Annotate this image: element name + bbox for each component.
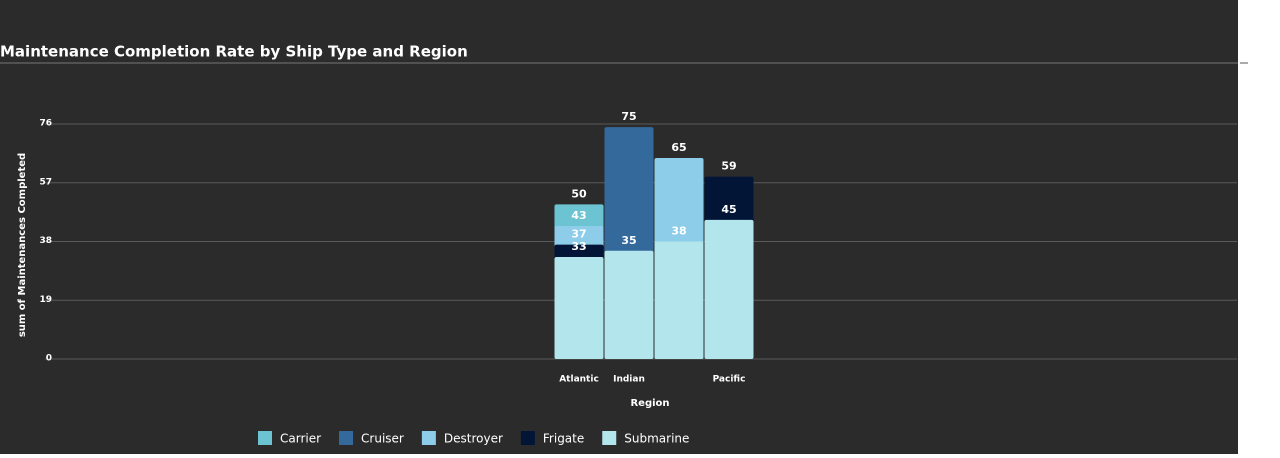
x-tick-label: Indian — [613, 375, 645, 385]
value-label: 45 — [721, 203, 736, 216]
y-tick-label: 19 — [39, 295, 52, 305]
value-label: 50 — [571, 187, 587, 200]
legend-label: Frigate — [543, 432, 584, 446]
value-label: 38 — [671, 225, 686, 238]
chart-title: Maintenance Completion Rate by Ship Type… — [0, 43, 468, 61]
x-tick-label: Pacific — [713, 375, 746, 385]
legend-label: Carrier — [280, 432, 321, 446]
legend-swatch — [421, 431, 436, 445]
legend-swatch — [602, 431, 617, 445]
legend-swatch — [339, 431, 354, 445]
y-tick-label: 38 — [39, 236, 52, 246]
legend-label: Cruiser — [361, 432, 404, 446]
legend-swatch — [258, 431, 272, 445]
y-tick-label: 76 — [39, 119, 52, 129]
y-tick-label: 57 — [39, 177, 52, 187]
value-label: 33 — [571, 240, 586, 253]
value-label: 35 — [621, 234, 636, 247]
y-axis-title: sum of Maintenances Completed — [17, 153, 28, 337]
value-label: 59 — [721, 160, 736, 173]
value-label: 65 — [671, 141, 686, 154]
bar — [704, 219, 754, 359]
legend-swatch — [520, 431, 535, 445]
value-label: 43 — [571, 209, 586, 222]
x-axis-title: Region — [630, 398, 669, 409]
value-label: 37 — [571, 228, 586, 241]
bar — [604, 250, 654, 359]
value-label: 75 — [621, 110, 636, 123]
legend-label: Submarine — [624, 432, 689, 446]
x-tick-label: Atlantic — [559, 375, 599, 385]
y-tick-label: 0 — [46, 354, 52, 364]
bar — [554, 256, 604, 359]
legend-label: Destroyer — [444, 432, 503, 446]
bar — [654, 241, 704, 359]
